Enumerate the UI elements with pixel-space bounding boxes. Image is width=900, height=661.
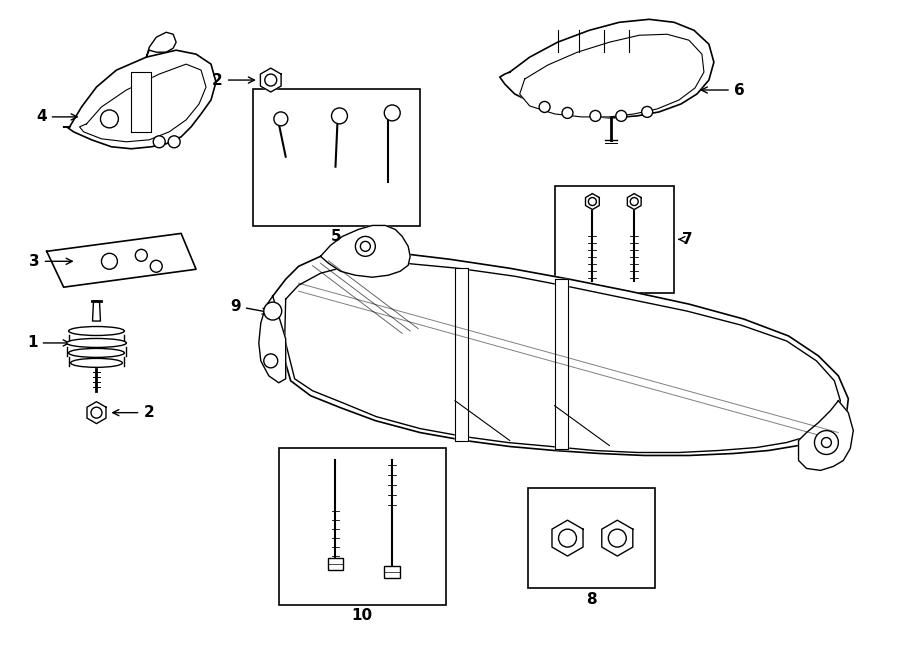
Circle shape <box>356 237 375 256</box>
Polygon shape <box>627 194 641 210</box>
Circle shape <box>589 198 597 206</box>
Text: 2: 2 <box>212 73 255 87</box>
Ellipse shape <box>68 327 124 336</box>
Circle shape <box>562 108 573 118</box>
Circle shape <box>642 106 652 118</box>
Polygon shape <box>47 233 196 287</box>
Polygon shape <box>64 50 216 149</box>
Circle shape <box>150 260 162 272</box>
Circle shape <box>135 249 148 261</box>
Polygon shape <box>260 68 281 92</box>
Polygon shape <box>284 263 841 453</box>
Circle shape <box>102 253 117 269</box>
Text: 3: 3 <box>29 254 72 269</box>
Polygon shape <box>87 402 106 424</box>
Text: 9: 9 <box>230 299 268 314</box>
Bar <box>253 89 420 227</box>
Circle shape <box>630 198 638 206</box>
Circle shape <box>264 354 278 368</box>
Polygon shape <box>320 225 410 277</box>
Polygon shape <box>798 401 853 471</box>
Polygon shape <box>455 268 468 440</box>
Circle shape <box>153 136 166 148</box>
Polygon shape <box>131 72 151 132</box>
Polygon shape <box>586 194 599 210</box>
Ellipse shape <box>70 358 122 368</box>
Circle shape <box>814 430 839 455</box>
Circle shape <box>331 108 347 124</box>
Circle shape <box>265 74 276 86</box>
Bar <box>279 447 446 605</box>
Text: 7: 7 <box>682 232 693 247</box>
Polygon shape <box>259 296 285 383</box>
Text: 4: 4 <box>36 110 77 124</box>
Bar <box>554 186 674 293</box>
Circle shape <box>590 110 601 122</box>
Circle shape <box>539 102 550 112</box>
Polygon shape <box>602 520 633 556</box>
Polygon shape <box>79 64 206 142</box>
Circle shape <box>101 110 119 128</box>
Text: 5: 5 <box>331 229 342 245</box>
Text: 8: 8 <box>586 592 597 607</box>
Ellipse shape <box>67 338 126 348</box>
Bar <box>527 488 655 588</box>
Circle shape <box>264 302 282 320</box>
Bar <box>384 566 400 578</box>
Polygon shape <box>500 19 714 118</box>
Polygon shape <box>147 32 176 57</box>
Circle shape <box>168 136 180 148</box>
Circle shape <box>360 241 370 251</box>
Circle shape <box>274 112 288 126</box>
Circle shape <box>559 529 577 547</box>
Polygon shape <box>93 301 101 321</box>
Circle shape <box>608 529 626 547</box>
Polygon shape <box>519 34 704 117</box>
Circle shape <box>384 105 400 121</box>
Polygon shape <box>554 279 568 449</box>
Polygon shape <box>273 251 849 455</box>
Text: 10: 10 <box>352 608 373 623</box>
Bar <box>328 558 344 570</box>
Polygon shape <box>552 520 583 556</box>
Circle shape <box>616 110 626 122</box>
Text: 6: 6 <box>701 83 744 98</box>
Ellipse shape <box>68 348 124 358</box>
Circle shape <box>822 438 832 447</box>
Text: 1: 1 <box>27 335 69 350</box>
Text: 2: 2 <box>112 405 154 420</box>
Circle shape <box>91 407 102 418</box>
